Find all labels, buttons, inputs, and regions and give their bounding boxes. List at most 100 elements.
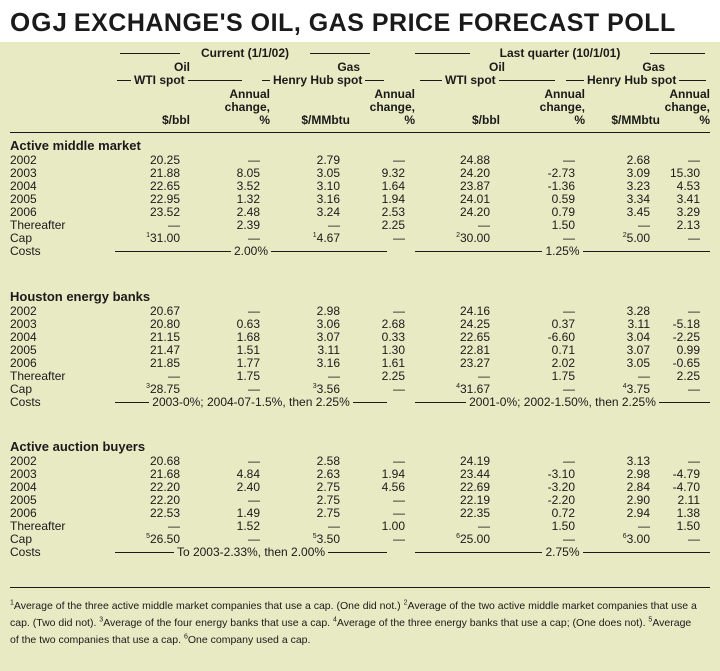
cell-value: 3.41 [676,192,700,206]
costs-row: Costs [10,396,710,409]
table-cell: 3.10 [317,180,340,193]
cell-value: — [168,369,180,383]
cell-value: 2.94 [626,506,650,520]
header-current: Current (1/1/02) [200,46,290,60]
cell-value: 3.56 [316,382,340,396]
table-cell: 1.94 [382,468,405,481]
cell-value: — [688,153,700,167]
cell-value: — [393,382,405,396]
cell-value: 3.00 [626,532,650,546]
cell-value: 2.79 [316,153,340,167]
table-cell: 328.75 [146,383,180,396]
cell-value: 3.34 [626,192,650,206]
costs-current: 2.00% [115,245,387,258]
cell-value: — [248,493,260,507]
cell-value: 3.50 [316,532,340,546]
cell-value: 3.10 [316,179,340,193]
footnote-text: Average of the three active middle marke… [13,600,404,612]
cell-value: — [638,369,650,383]
table-cell: — [478,219,490,232]
table-cell: 2.25 [382,219,405,232]
costs-current-text: To 2003-2.33%, then 2.00% [176,545,326,559]
cell-value: -3.20 [547,480,575,494]
header-current-group: Current (1/1/02) [120,47,370,60]
cell-value: — [328,218,340,232]
table-cell: 3.07 [627,344,650,357]
table-cell: 22.65 [150,180,180,193]
cell-value: 23.87 [459,179,490,193]
cell-value: 3.75 [626,382,650,396]
table-cell: 24.01 [460,193,490,206]
cell-value: -1.36 [547,179,575,193]
table-cell: 22.65 [460,331,490,344]
table-cell: — [393,305,405,318]
cell-value: 4.56 [381,480,405,494]
cell-value: — [328,369,340,383]
row-label: 2005 [10,192,37,206]
cell-value: — [328,519,340,533]
footnote-text: Average of the two companies that use a … [10,617,692,646]
cell-value: 22.19 [459,493,490,507]
table-cell: — [478,520,490,533]
header-unit-bbl-current: $/bbl [161,113,190,127]
table-cell: — [393,533,405,546]
cell-value: — [168,218,180,232]
cell-value: 2.25 [676,369,700,383]
table-cell: 22.20 [150,494,180,507]
cell-value: — [478,519,490,533]
cell-value: 31.67 [459,382,490,396]
table-cell: 1.50 [552,520,575,533]
header-unit-mmbtu-current: $/MMbtu [301,113,350,127]
footnote-marker: 4 [622,383,627,390]
table-cell: 2.79 [317,154,340,167]
table-cell: 3.11 [318,344,340,357]
table-cell: 24.20 [460,206,490,219]
footnote-marker: 4 [456,383,460,390]
table-cell: 21.47 [150,344,180,357]
cell-value: 1.00 [381,519,405,533]
row-label: 2002 [10,304,37,318]
cell-value: 1.68 [236,330,260,344]
table-cell: 0.79 [552,206,575,219]
header-unit-mmbtu-last: $/MMbtu [611,113,660,127]
table-cell: 2.25 [382,370,405,383]
table-cell: 21.15 [150,331,180,344]
cell-value: 1.51 [236,343,260,357]
costs-last: 2001-0%; 2002-1.50%, then 2.25% [415,396,710,409]
table-cell: 23.27 [460,357,490,370]
table-cell: 25.00 [623,232,650,245]
cell-value: — [563,532,575,546]
row-label: Thereafter [10,218,66,232]
row-label: 2006 [10,356,37,370]
cell-value: 3.11 [627,317,650,331]
cell-value: -6.60 [547,330,575,344]
footnote-number: 2 [403,599,408,607]
table-cell: 3.11 [628,318,650,331]
cell-value: — [688,532,700,546]
cell-value: 21.85 [149,356,180,370]
table-cell: 1.75 [237,370,260,383]
table-cell: 43.75 [623,383,650,396]
table-row: 2004 22.20 2.40 2.75 4.56 22.69 -3.20 2.84 -4.70 [10,481,710,494]
cell-value: — [563,382,575,396]
table-cell: 20.68 [150,455,180,468]
table-cell: 53.50 [313,533,340,546]
table-cell: — [248,494,260,507]
table-cell: — [688,154,700,167]
footnote-marker: 5 [312,533,317,540]
cell-value: 1.75 [236,369,260,383]
table-cell: — [393,383,405,396]
table-cell: 2.39 [237,219,260,232]
table-row: 2003 21.88 8.05 3.05 9.32 24.20 -2.73 3.09 15.30 [10,167,710,180]
row-label: 2006 [10,506,37,520]
cell-value: 4.67 [316,231,340,245]
table-cell: 23.87 [460,180,490,193]
table-cell: 22.69 [460,481,490,494]
cell-value: 3.05 [316,166,340,180]
table-cell: — [248,154,260,167]
cell-value: — [393,304,405,318]
cell-value: 21.15 [149,330,180,344]
table-cell: 0.33 [382,331,405,344]
cell-value: 2.39 [236,218,260,232]
table-row: 2004 22.65 3.52 3.10 1.64 23.87 -1.36 3.23 4.53 [10,180,710,193]
